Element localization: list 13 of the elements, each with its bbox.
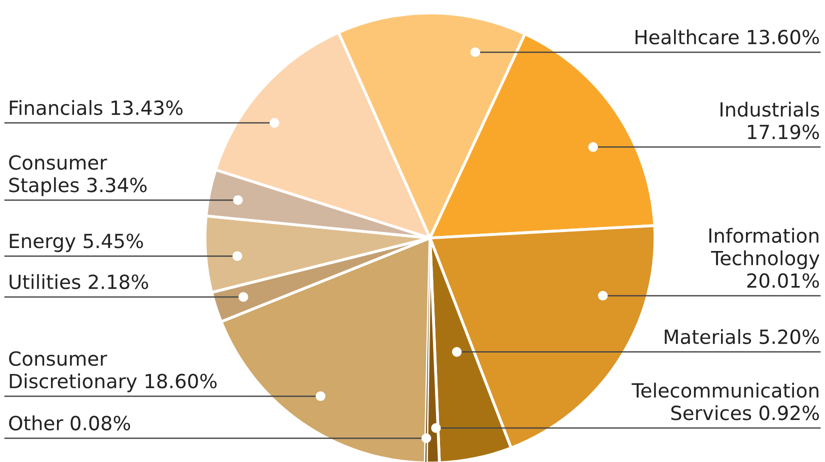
slice-label: Healthcare 13.60% — [636, 29, 819, 44]
data-label: 20.01% — [747, 273, 819, 288]
slice-label: Information Technology — [709, 228, 820, 270]
slice-label: Consumer Discretionary 18.60% — [9, 351, 217, 392]
slice-label: Financials 13.43% — [10, 100, 183, 116]
slice-label: Energy 5.45% — [10, 234, 143, 252]
slice-label: Consumer Staples 3.34% — [9, 155, 147, 196]
data-label: 17.19% — [748, 124, 819, 140]
slice-label: Telecommunication Services 0.92% — [632, 382, 819, 420]
slice-label: Utilities 2.18% — [10, 274, 148, 290]
slice-label: Other 0.08% — [9, 415, 130, 430]
slice-label: Materials 5.20% — [664, 329, 819, 344]
slice-label: Industrials — [720, 102, 820, 117]
